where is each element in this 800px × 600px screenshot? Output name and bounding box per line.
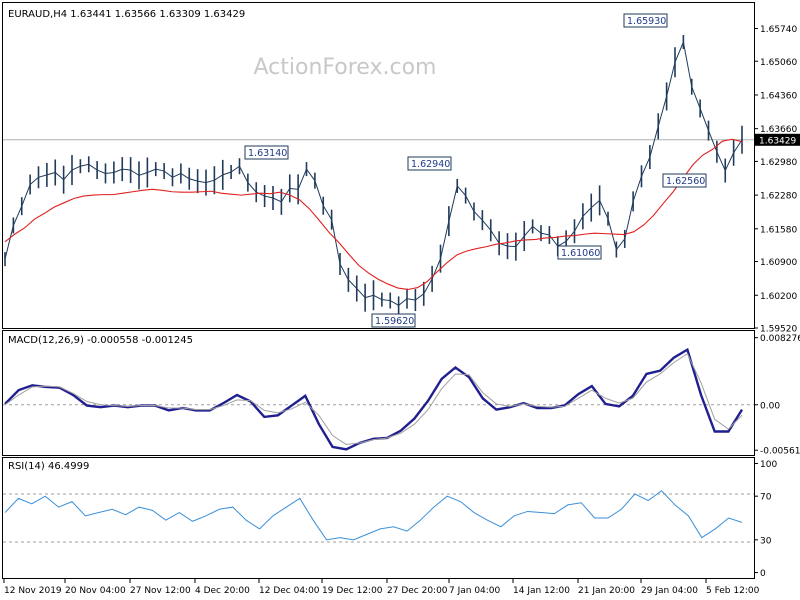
price-y-tick-label: 1.64360	[760, 91, 797, 101]
price-y-tick-label: 1.65060	[760, 58, 797, 68]
price-annotation-box	[557, 245, 602, 260]
price-annotation-label: 1.62940	[411, 159, 450, 170]
watermark: ActionForex.com	[254, 55, 437, 80]
macd-panel-title: MACD(12,26,9) -0.000558 -0.001245	[8, 335, 193, 346]
x-tick-label: 12 Dec 04:00	[259, 586, 320, 596]
x-tick-label: 27 Dec 20:00	[387, 586, 448, 596]
price-panel: EURAUD,H4 1.63441 1.63566 1.63309 1.6342…	[2, 2, 800, 335]
macd-y-tick-label: -0.00561	[760, 447, 800, 457]
price-annotation-label: 1.59620	[375, 316, 414, 327]
price-annotation-label: 1.65930	[627, 16, 666, 27]
x-tick-label: 4 Dec 20:00	[195, 586, 250, 596]
price-y-tick-label: 1.62980	[760, 158, 797, 168]
x-tick-label: 7 Jan 04:00	[449, 586, 501, 596]
price-panel-border	[2, 2, 755, 329]
rsi-line	[4, 490, 743, 541]
current-price-badge	[755, 133, 800, 146]
macd-panel-border	[2, 330, 755, 456]
price-annotation-box	[623, 13, 668, 28]
current-price-label: 1.63429	[759, 136, 796, 146]
moving-average-line	[4, 138, 743, 291]
price-annotation-box	[244, 145, 289, 160]
price-y-tick-label: 1.63660	[760, 125, 797, 135]
macd-y-tick-label: 0.00	[760, 401, 780, 411]
rsi-y-tick-label: 100	[760, 460, 777, 470]
rsi-panel-title: RSI(14) 46.4999	[8, 461, 89, 472]
x-tick-label: 21 Jan 20:00	[578, 586, 635, 596]
price-annotation-label: 1.63140	[248, 148, 287, 159]
x-tick-label: 12 Nov 2019	[4, 586, 62, 596]
x-tick-label: 5 Feb 12:00	[706, 586, 760, 596]
x-tick-label: 20 Nov 04:00	[65, 586, 126, 596]
price-y-tick-label: 1.60900	[760, 258, 797, 268]
macd-panel: MACD(12,26,9) -0.000558 -0.001245 0.0082…	[2, 330, 800, 457]
macd-line	[4, 347, 744, 451]
rsi-y-tick-label: 0	[760, 569, 766, 579]
x-tick-label: 14 Jan 12:00	[513, 586, 570, 596]
rsi-panel-border	[2, 457, 755, 579]
price-annotation-label: 1.62560	[666, 176, 705, 187]
price-annotation-box	[662, 173, 707, 188]
price-y-tick-label: 1.61580	[760, 225, 797, 235]
x-tick-label: 29 Jan 04:00	[641, 586, 698, 596]
price-annotation-box	[407, 156, 452, 171]
rsi-y-tick-label: 70	[760, 493, 772, 503]
price-y-tick-label: 1.62280	[760, 192, 797, 202]
price-close-line	[4, 40, 743, 306]
x-tick-label: 27 Nov 12:00	[130, 586, 191, 596]
macd-y-tick-label: 0.008276	[760, 334, 800, 344]
price-y-tick-label: 1.60200	[760, 292, 797, 302]
price-y-tick-label: 1.65740	[760, 25, 797, 35]
rsi-panel: RSI(14) 46.4999 100 70 30 0	[2, 457, 777, 579]
price-y-tick-label: 1.59520	[760, 325, 797, 335]
macd-signal-line	[4, 352, 743, 445]
time-axis: 12 Nov 2019 20 Nov 04:00 27 Nov 12:00 4 Dec…	[3, 578, 760, 596]
price-annotation-label: 1.61060	[561, 248, 600, 259]
rsi-y-tick-label: 30	[760, 536, 772, 546]
price-panel-title: EURAUD,H4 1.63441 1.63566 1.63309 1.6342…	[8, 9, 245, 20]
x-tick-label: 19 Dec 12:00	[322, 586, 383, 596]
price-annotation-box	[371, 313, 416, 328]
